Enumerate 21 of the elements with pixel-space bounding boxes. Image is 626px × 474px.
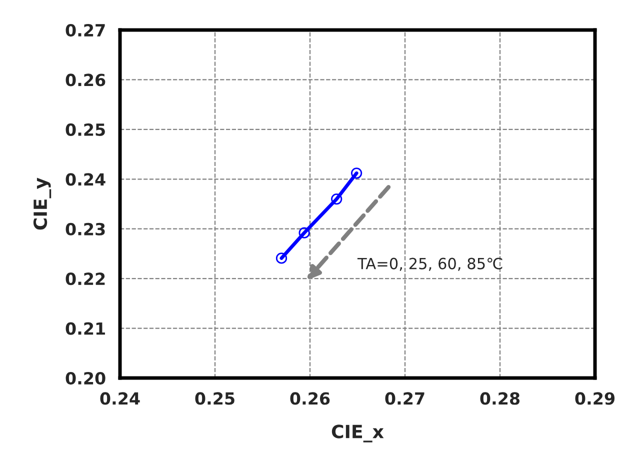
point <box>350 168 362 179</box>
annotation: TA=0, 25, 60, 85℃ <box>357 258 502 271</box>
x-tick-label: 0.24 <box>100 392 140 405</box>
point <box>298 227 310 238</box>
x-tick-label: 0.26 <box>290 392 330 405</box>
y-tick-label: 0.22 <box>66 272 105 286</box>
x-tick-label: 0.29 <box>575 392 614 405</box>
x-tick-label: 0.25 <box>195 392 234 405</box>
y-tick-label: 0.20 <box>66 372 106 385</box>
y-tick-label: 0.27 <box>66 24 105 37</box>
x-tick-label: 0.28 <box>480 392 520 405</box>
point <box>276 252 288 264</box>
point <box>331 193 342 205</box>
y-tick-label: 0.21 <box>66 322 105 335</box>
x-axis-title: CIE_x <box>332 424 384 442</box>
y-tick-label: 0.25 <box>66 123 105 136</box>
y-tick-label: 0.26 <box>66 74 106 86</box>
y-tick-label: 0.24 <box>66 173 106 186</box>
x-tick-label: 0.27 <box>385 392 424 405</box>
y-tick-label: 0.23 <box>66 222 105 236</box>
y-axis-title: CIE_y <box>33 178 52 230</box>
